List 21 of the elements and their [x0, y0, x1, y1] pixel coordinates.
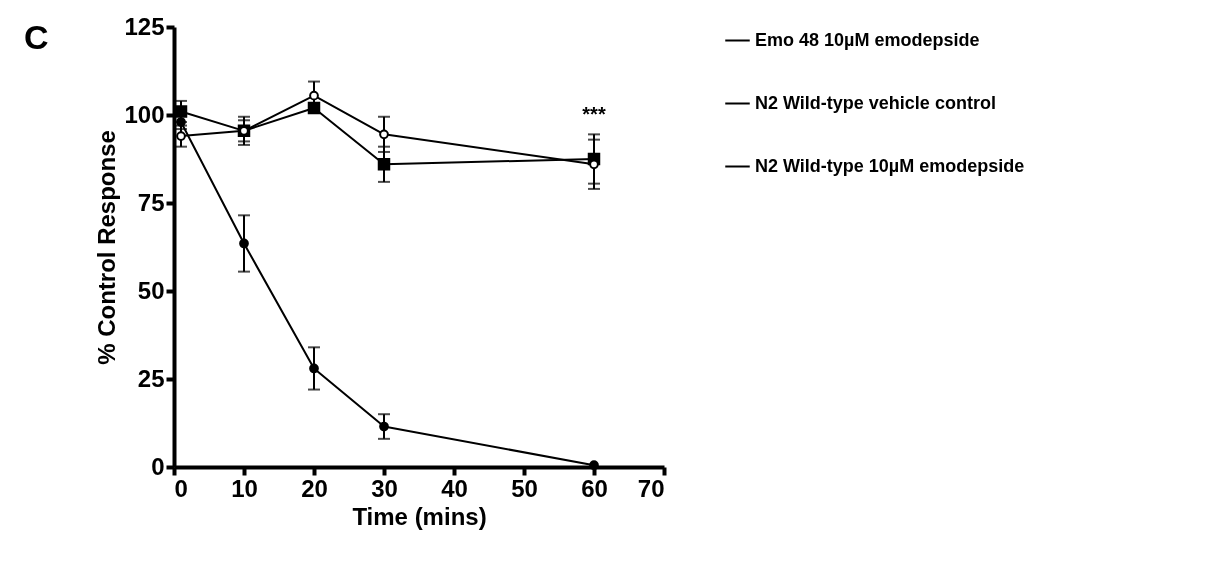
legend-label: Emo 48 10µM emodepside — [755, 29, 980, 50]
y-tick-label: 0 — [151, 452, 165, 480]
legend-label: N2 Wild-type 10µM emodepside — [755, 155, 1025, 176]
y-tick-label: 50 — [137, 276, 165, 304]
x-tick-label: 60 — [581, 474, 608, 502]
legend-label: N2 Wild-type vehicle control — [755, 92, 996, 113]
y-tick-label: 100 — [124, 100, 165, 128]
y-tick-label: 75 — [137, 188, 165, 216]
x-axis-title: Time (mins) — [352, 502, 487, 530]
x-tick-label: 50 — [511, 474, 538, 502]
y-tick-label: 125 — [124, 12, 165, 40]
y-axis-title: % Control Response — [93, 130, 121, 365]
x-tick-label: 0 — [174, 474, 188, 502]
x-tick-label: 30 — [371, 474, 398, 502]
text: C — [24, 18, 49, 57]
x-tick-label: 10 — [231, 474, 258, 502]
y-tick-label: 25 — [137, 364, 165, 392]
x-tick-label: 70 — [637, 474, 665, 502]
annotation: *** — [582, 103, 606, 126]
x-tick-label: 20 — [301, 474, 328, 502]
x-tick-label: 40 — [441, 474, 468, 502]
